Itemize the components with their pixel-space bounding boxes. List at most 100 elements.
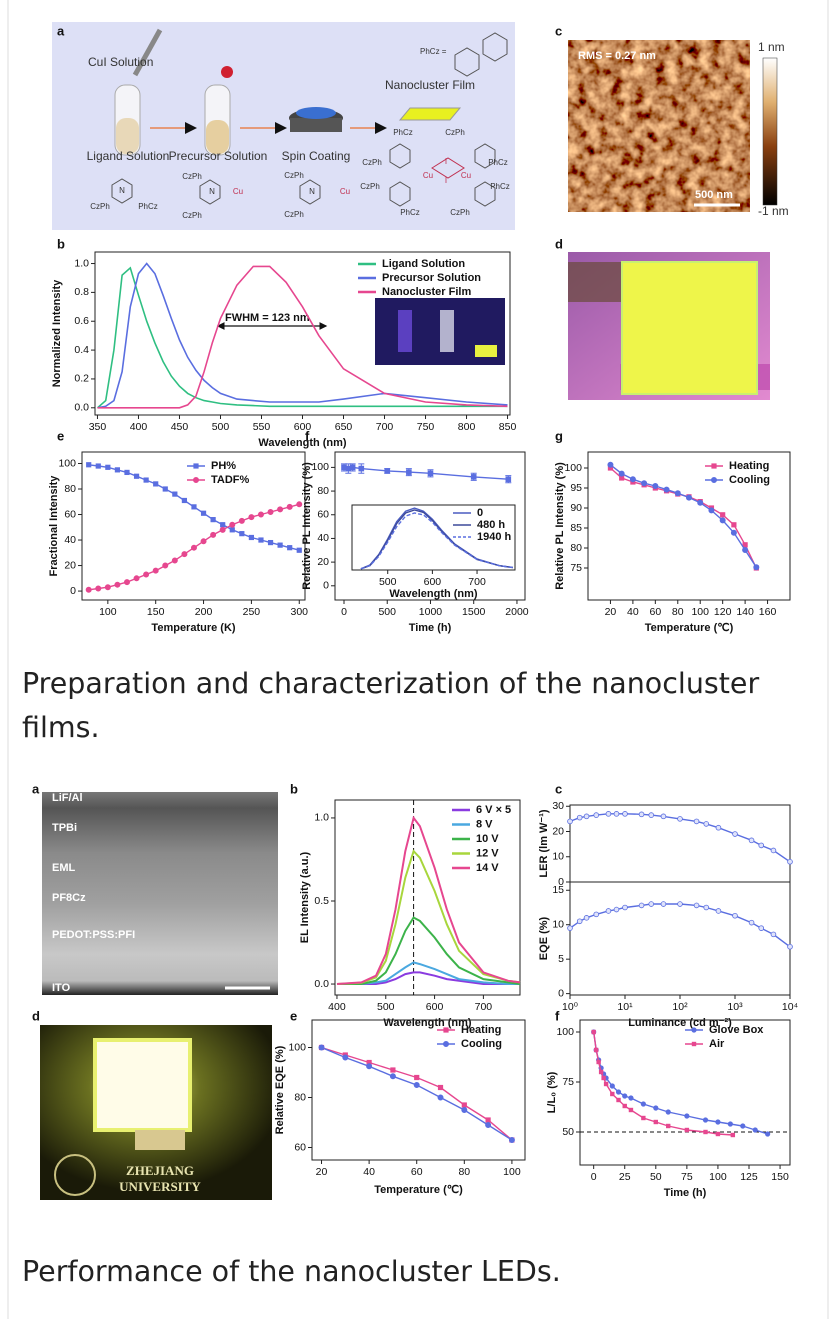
y-tick-label: 0.0 (74, 402, 89, 414)
x-tick-label: 300 (290, 606, 308, 618)
x-tick-label: 40 (363, 1166, 375, 1178)
marker (144, 477, 149, 482)
marker (319, 1045, 324, 1050)
panel-label: c (555, 23, 562, 38)
legend-label: 8 V (476, 818, 493, 830)
marker (678, 816, 683, 821)
marker (462, 1107, 467, 1112)
marker (703, 1130, 707, 1134)
afm-image (568, 40, 750, 212)
x-axis-title: Time (h) (409, 622, 452, 634)
panel-label: b (57, 236, 65, 251)
marker (629, 1108, 633, 1112)
marker (641, 1116, 645, 1120)
marker (584, 814, 589, 819)
y-tick-label: 0.4 (74, 344, 89, 356)
marker (249, 514, 254, 519)
y-tick-label: 40 (64, 534, 76, 546)
y-tick-label: 0.6 (74, 315, 89, 327)
legend-label: 12 V (476, 847, 499, 859)
x-tick-label: 2000 (505, 606, 529, 618)
marker (390, 1074, 395, 1079)
x-tick-label: 20 (316, 1166, 328, 1178)
y-tick-label: 15 (552, 884, 564, 896)
marker (654, 1120, 658, 1124)
marker (694, 903, 699, 908)
x-tick-label: 600 (294, 421, 312, 433)
y-tick-label: 1.0 (74, 257, 89, 269)
marker (268, 540, 273, 545)
x-axis-title: Wavelength (nm) (383, 1017, 472, 1029)
legend-marker (692, 1028, 696, 1032)
y-tick-label: 30 (552, 800, 564, 812)
marker (741, 1124, 745, 1128)
marker (115, 582, 120, 587)
marker (163, 563, 168, 568)
structure-label: I (445, 157, 447, 166)
marker (384, 468, 390, 474)
y-tick-label: 0 (323, 580, 329, 592)
marker (220, 522, 225, 527)
legend-label: 10 V (476, 833, 499, 845)
y-tick-label: 75 (570, 562, 582, 574)
marker (96, 463, 101, 468)
marker (124, 580, 129, 585)
marker (486, 1122, 491, 1127)
marker (716, 1120, 720, 1124)
marker (686, 495, 691, 500)
legend-label: Precursor Solution (382, 272, 481, 284)
y-tick-label: 0 (70, 585, 76, 597)
layer-label: LiF/Al (52, 792, 83, 804)
marker (704, 905, 709, 910)
legend-label: Heating (461, 1024, 501, 1036)
page: a CuI Solution Ligand Solution Precursor… (0, 0, 836, 1319)
colorbar (763, 58, 777, 205)
colorbar-label: -1 nm (758, 204, 789, 218)
y-tick-label: 60 (64, 508, 76, 520)
y-axis-title: Relative PL Intensity (%) (554, 462, 566, 590)
panel-label: b (290, 781, 298, 796)
legend-marker (692, 1042, 696, 1046)
marker (614, 907, 619, 912)
marker (115, 467, 120, 472)
marker (716, 909, 721, 914)
marker (753, 1128, 757, 1132)
marker (704, 822, 709, 827)
y-tick-label: 60 (294, 1141, 306, 1153)
y-tick-label: 95 (570, 482, 582, 494)
marker (685, 1114, 689, 1118)
marker (641, 1102, 645, 1106)
legend-marker (443, 1041, 448, 1046)
marker (749, 838, 754, 843)
x-tick-label: 500 (378, 606, 396, 618)
legend-marker (711, 477, 716, 482)
layer-label: PF8Cz (52, 892, 86, 904)
marker (172, 558, 177, 563)
x-tick-label: 400 (130, 421, 148, 433)
legend-marker (193, 477, 198, 482)
marker (731, 1133, 735, 1137)
marker (623, 1104, 627, 1108)
marker (703, 1118, 707, 1122)
x-tick-label: 120 (714, 606, 732, 618)
x-tick-label: 500 (377, 1001, 395, 1013)
marker (278, 507, 283, 512)
y-tick-label: 1.0 (314, 812, 329, 824)
marker (182, 498, 187, 503)
x-axis-title: Time (h) (664, 1187, 707, 1199)
rms-label: RMS = 0.27 nm (578, 50, 656, 62)
marker (685, 1128, 689, 1132)
y-axis-title: Fractional Intensity (48, 475, 60, 577)
x-tick-label: 25 (619, 1171, 631, 1183)
legend-label: TADF% (211, 474, 250, 486)
marker (486, 1117, 491, 1122)
panel-label: e (57, 428, 64, 443)
film-photo (568, 252, 770, 400)
y-tick-label: 0.2 (74, 373, 89, 385)
structure-label: PhCz = (420, 47, 447, 56)
marker (759, 926, 764, 931)
y-tick-label: 80 (294, 1091, 306, 1103)
y-tick-label: 90 (570, 502, 582, 514)
x-tick-label: 10¹ (617, 1001, 633, 1013)
marker (610, 1092, 614, 1096)
